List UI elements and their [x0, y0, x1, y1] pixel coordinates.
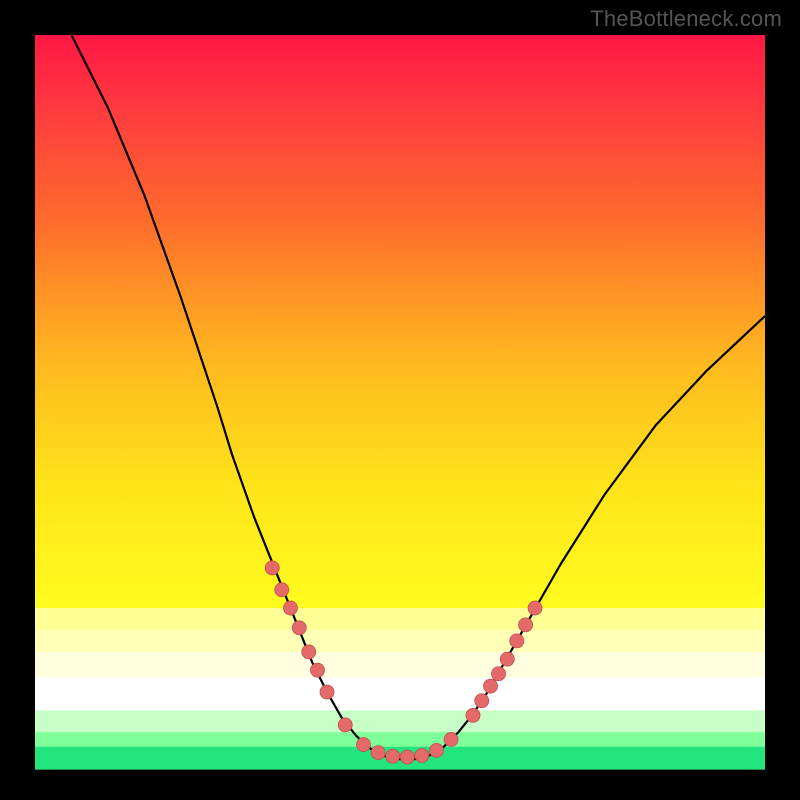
- data-point: [492, 667, 506, 681]
- data-point: [275, 583, 289, 597]
- data-point: [265, 561, 279, 575]
- severity-band-3: [35, 677, 765, 711]
- data-point: [500, 652, 514, 666]
- severity-band-5: [35, 732, 765, 748]
- severity-band-2: [35, 652, 765, 679]
- data-point: [444, 732, 458, 746]
- severity-band-4: [35, 710, 765, 733]
- data-point: [519, 618, 533, 632]
- data-point: [284, 601, 298, 615]
- data-point: [311, 663, 325, 677]
- data-point: [510, 634, 524, 648]
- data-point: [302, 645, 316, 659]
- data-point: [466, 708, 480, 722]
- watermark-text: TheBottleneck.com: [590, 6, 782, 32]
- bottleneck-curve-chart: [0, 0, 800, 800]
- data-point: [357, 738, 371, 752]
- data-point: [386, 749, 400, 763]
- severity-band-0: [35, 608, 765, 631]
- severity-band-1: [35, 630, 765, 653]
- data-point: [292, 621, 306, 635]
- data-point: [484, 679, 498, 693]
- data-point: [338, 718, 352, 732]
- data-point: [415, 749, 429, 763]
- data-point: [371, 746, 385, 760]
- data-point: [320, 685, 334, 699]
- data-point: [400, 750, 414, 764]
- data-point: [475, 694, 489, 708]
- data-point: [528, 601, 542, 615]
- data-point: [430, 743, 444, 757]
